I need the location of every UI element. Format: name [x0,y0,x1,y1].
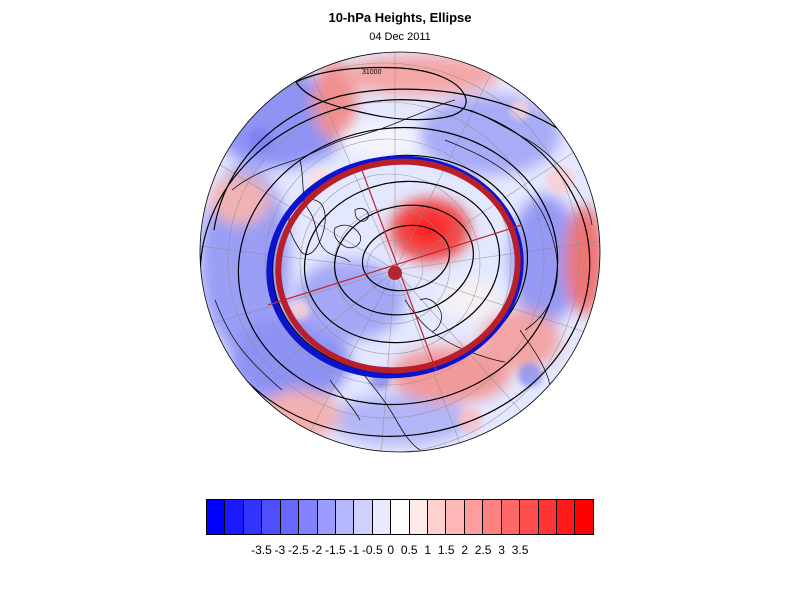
noise-blob [518,363,542,387]
colorbar-tick-label: -1.5 [324,543,346,557]
meridian [200,149,396,271]
colorbar-swatch [299,500,318,534]
vortex-ellipse [266,155,524,379]
coastline-east-asia [469,109,593,226]
meridian [394,52,506,271]
colorbar-tick-label: 1.5 [437,543,455,557]
colorbar-swatch [464,500,484,534]
meridian [200,244,396,271]
colorbar-tick-labels: -3.5 -3 -2.5 -2 -1.5 -1 -0.5 0 0.5 1 1.5 2 2.5 3 3.5 [0,543,800,561]
colorbar-tick-label: 2 [461,543,468,557]
ellipse-fit-red [275,158,521,374]
ellipse-major-axis [267,224,523,306]
colorbar-swatch [262,500,281,534]
colorbar-swatch [428,500,447,534]
colorbar-tick-label: -1 [348,543,360,557]
colorbar-tick-label: 3.5 [511,543,529,557]
colorbar-tick-label: -0.5 [361,543,383,557]
colorbar-swatch [317,500,336,534]
colorbar [206,499,594,535]
colorbar-swatch [243,500,263,534]
noise-blob [546,166,574,194]
colorbar-swatch [446,500,465,534]
pos-anomaly-right-edge [565,205,600,315]
latitude-60 [299,173,481,355]
neg-anomaly-center [295,260,405,340]
meridian [200,269,396,331]
colorbar-swatch [501,500,521,534]
meridian [299,52,396,271]
colorbar-swatch [335,500,355,534]
colorbar-swatch [483,500,502,534]
colorbar-swatch [280,500,300,534]
neutral-patch-1 [340,122,420,158]
noise-blob [248,128,272,152]
colorbar-swatch [538,500,558,534]
colorbar-tick-label: 0.5 [400,543,418,557]
ellipse-center-dot [388,266,402,280]
height-contour [361,224,451,292]
colorbar-swatch [557,500,576,534]
height-contour [303,180,501,344]
pos-anomaly-upper-mid [340,55,500,95]
chart-title: 10-hPa Heights, Ellipse [328,10,472,25]
colorbar-swatch [372,500,392,534]
colorbar-tick-label: -3 [274,543,286,557]
colorbar-swatch [391,500,410,534]
neg-anomaly-bottom [330,395,470,445]
colorbar-tick-label: 0 [387,543,395,557]
noise-blob [458,408,482,432]
coastline-north-america [231,99,456,263]
colorbar-swatch [520,500,539,534]
meridian [394,239,600,271]
noise-blob [290,300,310,320]
colorbar-swatch [409,500,429,534]
coastlines [214,99,593,451]
latitude-40 [227,101,545,419]
colorbar-swatch [575,500,593,534]
colorbar-swatch [354,500,373,534]
pos-anomaly-lower-mid [390,347,510,403]
colorbar-tick-label: 2.5 [474,543,492,557]
colorbar-tick-label: 1 [424,543,432,557]
colorbar-swatch [207,500,226,534]
colorbar-tick-label: 3 [498,543,505,557]
colorbar-swatch [225,500,244,534]
coastline-central-america [214,299,283,391]
latitude-50 [264,138,512,386]
colorbar-tick-label: -2.5 [288,543,309,557]
chart-date: 04 Dec 2011 [369,31,431,43]
coastline-africa [329,369,421,451]
height-contour [295,66,467,121]
neg-anomaly-right [510,195,580,325]
map-boundary [199,51,601,453]
coastline-arctic-islands [333,208,369,249]
contour-label: 31000 [362,69,382,76]
neutral-patch-2 [440,278,500,322]
colorbar-tick-label: -2 [311,543,323,557]
latitude-30 [200,62,580,452]
colorbar-tick-label: -3.5 [251,543,272,557]
height-contour [237,126,559,406]
pos-anomaly-lower-right [480,310,560,370]
